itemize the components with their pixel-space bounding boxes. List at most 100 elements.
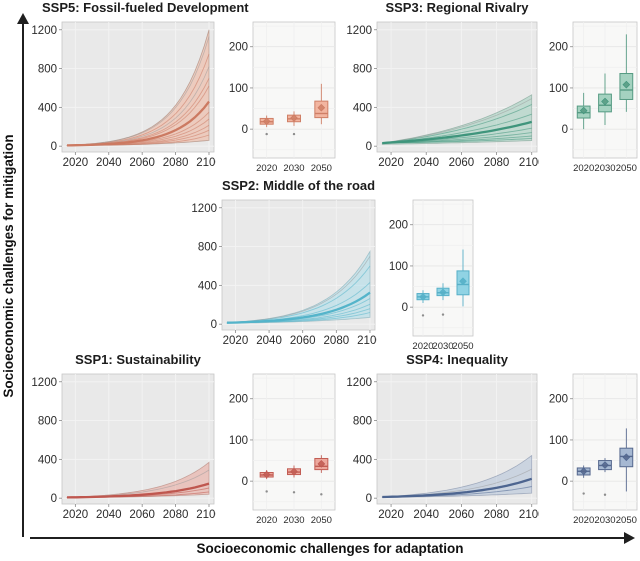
- x-tick-label: 2040: [256, 335, 282, 347]
- mean-marker: [622, 453, 631, 462]
- mean-marker: [579, 467, 588, 476]
- mean-marker: [579, 106, 588, 115]
- panel-title-ssp5: SSP5: Fossil-fueled Development: [42, 0, 249, 15]
- x-tick-label: 2050: [616, 515, 637, 526]
- y-tick-label: 800: [353, 64, 372, 76]
- panel-ssp4: SSP4: Inequality 0 400 800 1200 2020 2040 2060…: [340, 352, 640, 528]
- y-tick-label: 0: [402, 302, 408, 314]
- x-axis-arrow-icon: [624, 532, 635, 544]
- y-tick-label: 400: [353, 102, 372, 114]
- y-tick-label: 0: [366, 493, 372, 505]
- x-tick-label: 2080: [163, 509, 189, 521]
- x-axis-label: Socioeconomic challenges for adaptation: [196, 541, 464, 556]
- x-tick-label: 2050: [452, 341, 473, 352]
- mean-marker: [290, 114, 298, 122]
- scenario-line: [382, 104, 532, 144]
- x-tick-label: 2050: [311, 515, 332, 526]
- y-tick-label: 400: [38, 454, 57, 466]
- mean-marker: [317, 460, 326, 468]
- x-tick-label: 2060: [449, 157, 475, 169]
- y-tick-label: 0: [562, 124, 568, 136]
- x-tick-label: 2040: [96, 509, 122, 521]
- outlier-dot: [421, 314, 425, 317]
- x-tick-label: 2020: [378, 157, 404, 169]
- y-tick-label: 800: [38, 416, 57, 428]
- mean-marker: [317, 103, 326, 112]
- x-axis-line: [30, 537, 626, 539]
- mean-marker: [262, 117, 271, 126]
- mean-marker: [439, 288, 447, 297]
- y-tick-label: 200: [549, 394, 568, 406]
- scenario-line-gray: [382, 98, 532, 144]
- x-tick-label: 2040: [96, 157, 122, 169]
- y-tick-label: 1200: [31, 25, 57, 37]
- outlier-dot: [320, 493, 323, 496]
- y-tick-label: 100: [549, 435, 568, 447]
- x-tick-label: 2020: [256, 163, 277, 174]
- y-tick-label: 1200: [346, 377, 372, 389]
- x-tick-label: 2020: [223, 335, 249, 347]
- x-tick-label: 2030: [594, 515, 615, 526]
- y-tick-label: 800: [38, 64, 57, 76]
- y-axis-label: Socioeconomic challenges for mitigation: [1, 134, 16, 398]
- y-tick-label: 400: [38, 102, 57, 114]
- y-tick-label: 0: [242, 124, 248, 136]
- y-tick-label: 200: [229, 394, 248, 406]
- y-tick-label: 400: [198, 280, 217, 292]
- y-tick-label: 1200: [31, 377, 57, 389]
- y-tick-label: 0: [51, 493, 57, 505]
- mean-marker: [459, 277, 467, 286]
- outlier-dot: [292, 491, 296, 494]
- median-line: [382, 477, 533, 499]
- x-tick-label: 2060: [129, 509, 155, 521]
- x-tick-label: 2080: [484, 157, 510, 169]
- mean-marker: [601, 461, 609, 469]
- median-line: [66, 100, 210, 147]
- x-tick-label: 2080: [324, 335, 350, 347]
- mean-marker: [601, 97, 609, 106]
- panel-title-ssp3: SSP3: Regional Rivalry: [385, 0, 529, 15]
- median-line: [66, 482, 210, 499]
- y-tick-label: 0: [51, 141, 57, 153]
- x-tick-label: 2020: [256, 515, 277, 526]
- y-tick-label: 800: [198, 242, 217, 254]
- mean-marker: [419, 293, 427, 301]
- x-tick-label: 2020: [63, 157, 89, 169]
- box-chart-ssp1: 0 100 200 2020 2030 2050: [229, 373, 336, 526]
- x-tick-label: 2060: [449, 509, 475, 521]
- y-axis-arrow-icon: [17, 13, 29, 24]
- outlier-dot: [292, 132, 296, 136]
- median-line: [226, 291, 371, 324]
- x-tick-label: 2040: [413, 509, 439, 521]
- y-tick-label: 100: [549, 83, 568, 95]
- y-tick-label: 200: [389, 220, 408, 232]
- x-tick-label: 2020: [378, 509, 404, 521]
- x-tick-label: 2060: [129, 157, 155, 169]
- panel-title-ssp4: SSP4: Inequality: [406, 352, 508, 367]
- x-tick-label: 2050: [311, 163, 332, 174]
- mean-marker: [290, 467, 298, 476]
- x-tick-label: 2020: [573, 163, 594, 174]
- y-tick-label: 100: [389, 261, 408, 273]
- y-tick-label: 0: [242, 476, 248, 488]
- x-tick-label: 2030: [432, 341, 453, 352]
- x-tick-label: 2080: [163, 157, 189, 169]
- median-line: [382, 120, 532, 145]
- outlier-dot: [441, 313, 445, 316]
- outlier-dot: [265, 490, 268, 493]
- y-tick-label: 200: [549, 42, 568, 54]
- x-tick-label: 2030: [594, 163, 615, 174]
- x-tick-label: 2020: [412, 341, 433, 352]
- box-chart-ssp3: 0 100 200 2020 2030 2050: [549, 21, 638, 174]
